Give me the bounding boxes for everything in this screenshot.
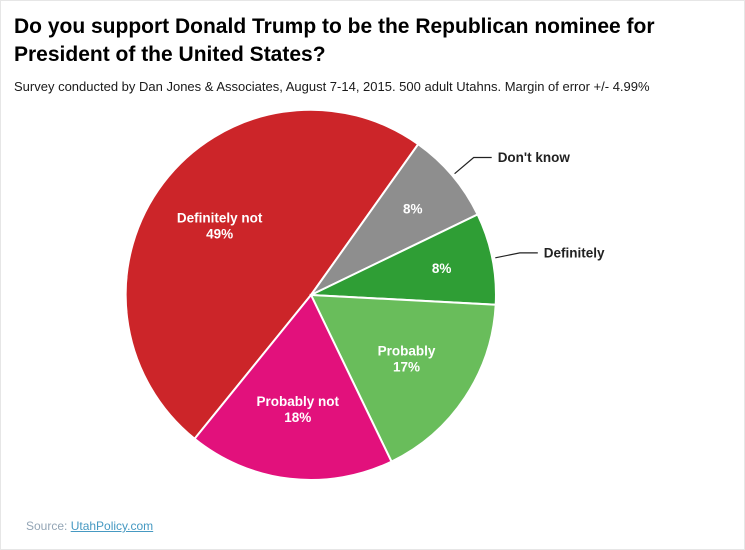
source-prefix: Source: [26,519,71,533]
slice-label-probably: Probably 17% [378,344,436,375]
pie-slice-definitely-not [124,108,420,441]
pie-chart: Definitely not 49% 8% Don't know 8% Definitel… [124,108,605,481]
chart-subtitle: Survey conducted by Dan Jones & Associat… [14,78,650,94]
slice-label-definitely: Definitely [544,245,605,260]
pie-slice-definitely [310,213,497,306]
leader-line-don-t-know [454,156,492,175]
slice-label-don-t-know: Don't know [498,150,571,165]
source-link[interactable]: UtahPolicy.com [70,519,154,533]
leader-line-definitely [495,252,538,259]
slice-pct-don-t-know: 8% [403,202,423,217]
source-line: Source: UtahPolicy.com [26,519,153,533]
pie-slice-don-t-know [310,142,479,296]
slice-label-definitely-not: Definitely not 49% [177,211,263,242]
slice-pct-definitely: 8% [432,261,452,276]
chart-title: Do you support Donald Trump to be the Re… [14,15,655,66]
pie-slice-probably-not [193,293,393,481]
pie-slice-probably [309,293,497,463]
slice-label-probably-not: Probably not 18% [257,394,340,425]
pie-chart-area: Definitely not 49% 8% Don't know 8% Definitel… [1,101,744,503]
